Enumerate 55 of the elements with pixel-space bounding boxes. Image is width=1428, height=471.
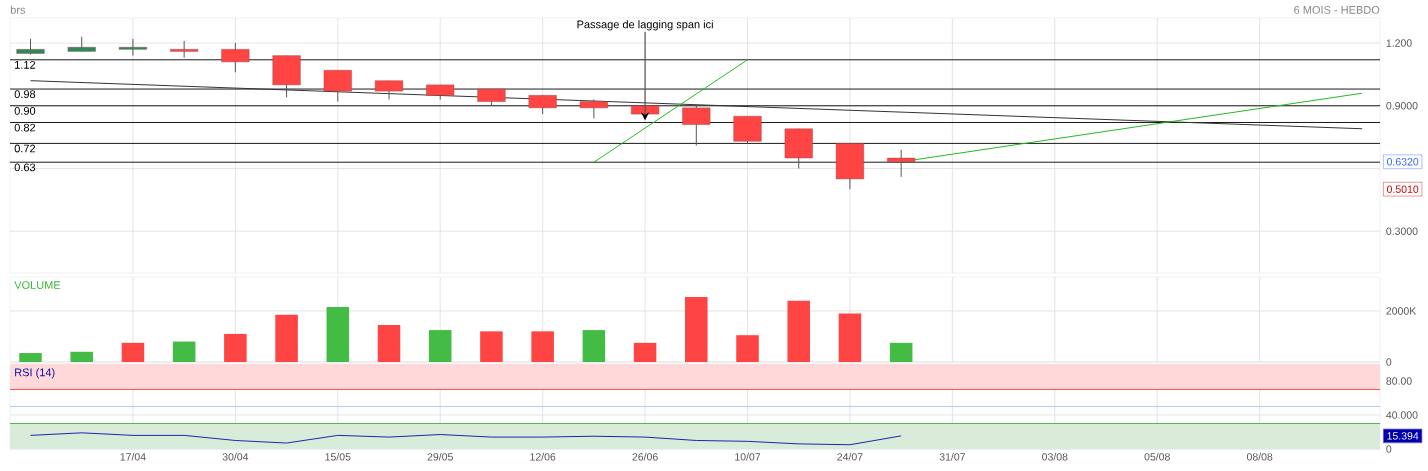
x-tick-label: 17/04 (120, 452, 146, 461)
ref-line-label: 0.90 (14, 106, 36, 115)
bar (428, 330, 452, 362)
bar (275, 314, 298, 362)
bar (121, 342, 145, 362)
y-tick-label: 40.000 (1386, 411, 1418, 419)
bar (377, 324, 401, 362)
x-tick-label: 26/06 (632, 452, 658, 461)
y-tick-label: 80.00 (1386, 377, 1412, 385)
bar (736, 335, 759, 362)
x-tick-label: 03/08 (1042, 452, 1068, 461)
chart-title: RSI (14) (15, 368, 55, 379)
y-tick-label: 0.5010 (1387, 185, 1419, 193)
bar (787, 300, 810, 362)
y-tick-label: 0 (1386, 358, 1392, 366)
bar (889, 342, 913, 362)
chart-subtitle: 6 MOIS - HEBDO (1294, 5, 1380, 14)
x-tick-label: 08/08 (1246, 452, 1273, 461)
ref-line-label: 0.63 (14, 163, 36, 172)
x-tick-label: 12/06 (530, 452, 556, 461)
bar (633, 342, 657, 362)
x-tick-label: 05/08 (1144, 452, 1170, 461)
y-tick-label: 1.200 (1386, 39, 1412, 47)
bar (19, 353, 42, 362)
y-tick-label: 0.6320 (1387, 158, 1419, 166)
bar (685, 296, 708, 362)
candlestick (887, 149, 916, 178)
ref-line-label: 0.82 (14, 123, 36, 132)
annotation: Passage de lagging span ici (577, 20, 713, 31)
x-tick-label: 30/04 (222, 452, 249, 461)
y-tick-label: 0 (1386, 445, 1392, 453)
ref-line-label: 0.72 (14, 144, 36, 153)
candlestick (118, 38, 147, 57)
bar (224, 333, 247, 362)
x-tick-label: 15/05 (325, 452, 351, 461)
bar (480, 331, 503, 362)
bar (531, 331, 554, 362)
y-tick-label: 0.3000 (1386, 227, 1418, 235)
chart-title: brs (10, 5, 26, 14)
bar (172, 341, 196, 362)
x-tick-label: 31/07 (939, 452, 965, 461)
bar (838, 313, 862, 362)
y-tick-label: 0.9000 (1386, 102, 1418, 110)
bar (70, 351, 93, 362)
candlestick (170, 40, 199, 59)
x-tick-label: 29/05 (427, 452, 453, 461)
x-tick-label: 10/07 (735, 452, 761, 461)
ref-line-label: 0.98 (14, 90, 36, 99)
ref-line-label: 1.12 (15, 60, 36, 69)
bar (582, 330, 606, 362)
y-tick-label: 2000K (1386, 307, 1417, 315)
chart-title: VOLUME (14, 281, 61, 289)
line-series (30, 432, 902, 446)
bar (326, 307, 350, 362)
x-tick-label: 24/07 (837, 452, 863, 461)
